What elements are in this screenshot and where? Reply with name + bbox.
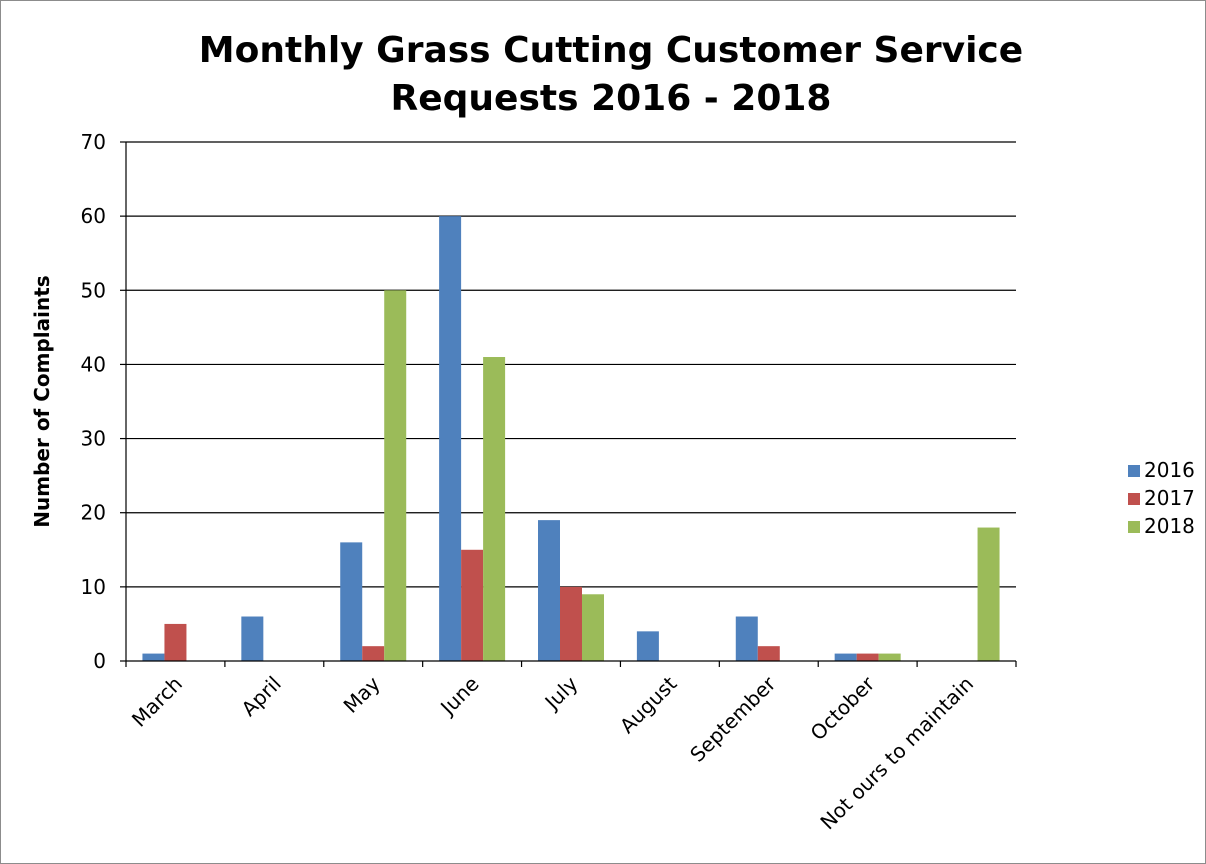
bar-2017-october (856, 653, 879, 661)
x-tick-label: August (615, 671, 682, 738)
bar-2016-may (340, 542, 363, 661)
bar-2017-september (757, 646, 780, 661)
x-tick-label: May (339, 671, 385, 717)
bar-2016-july (538, 520, 560, 661)
legend-swatch-2017 (1128, 493, 1140, 505)
x-tick-label: September (685, 671, 781, 767)
y-axis-title: Number of Complaints (30, 275, 54, 527)
legend-label-2016: 2016 (1144, 458, 1195, 482)
y-tick-label: 50 (81, 278, 106, 302)
bar-2017-june (461, 549, 484, 661)
legend-swatch-2016 (1128, 465, 1140, 477)
y-tick-label: 70 (81, 130, 106, 154)
bar-2018-not-ours-to-maintain (977, 527, 1000, 661)
y-tick-label: 0 (93, 649, 106, 673)
bar-2017-july (560, 586, 582, 661)
y-tick-label: 20 (81, 501, 106, 525)
bar-2016-march (142, 653, 165, 661)
bar-2016-september (735, 616, 758, 661)
x-tick-label: July (539, 671, 583, 715)
bar-2018-july (582, 594, 604, 661)
bar-2016-october (834, 653, 857, 661)
chart-title-line-2: Requests 2016 - 2018 (390, 78, 832, 119)
bar-2018-october (878, 653, 901, 661)
x-tick-label: March (127, 672, 187, 732)
bar-2017-may (362, 646, 385, 661)
chart-title: Monthly Grass Cutting Customer Service R… (121, 27, 1101, 123)
bar-2017-march (164, 623, 187, 661)
bar-2016-april (241, 616, 264, 661)
x-tick-label: June (434, 672, 483, 721)
y-tick-label: 40 (81, 352, 106, 376)
bar-2018-june (483, 357, 506, 661)
chart-title-line-1: Monthly Grass Cutting Customer Service (198, 30, 1024, 71)
legend-label-2017: 2017 (1144, 486, 1195, 510)
y-tick-label: 30 (81, 427, 106, 451)
x-tick-label: April (237, 672, 286, 721)
legend-swatch-2018 (1128, 521, 1140, 533)
y-tick-label: 10 (81, 575, 106, 599)
y-tick-label: 60 (81, 204, 106, 228)
bar-2016-august (636, 631, 659, 661)
x-tick-label: October (806, 671, 880, 745)
legend-label-2018: 2018 (1144, 514, 1195, 538)
bar-2018-may (384, 290, 407, 661)
bar-2016-june (439, 216, 462, 661)
